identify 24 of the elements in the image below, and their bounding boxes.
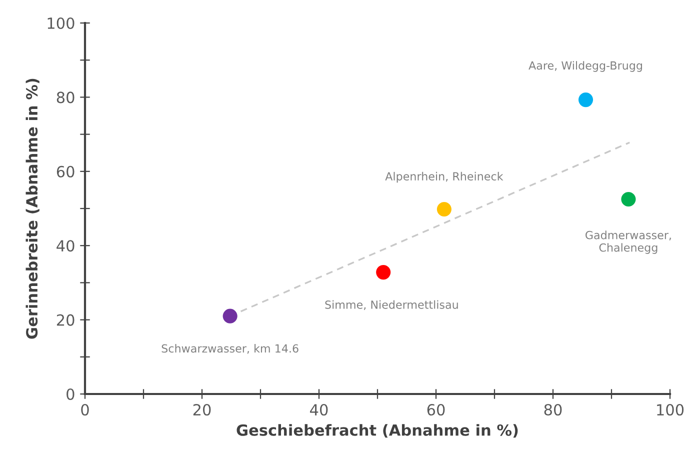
y-axis-title: Gerinnebreite (Abnahme in %)	[26, 78, 40, 339]
annotation: Simme, Niedermettlisau	[325, 300, 458, 310]
point	[222, 308, 238, 324]
annotation: Aare, Wildegg-Brugg	[528, 61, 642, 72]
y-tick-label: 20	[56, 314, 74, 326]
y-tick-label: 0	[66, 388, 74, 400]
x-tick-label: 0	[81, 404, 89, 416]
x-tick-label: 40	[310, 404, 328, 416]
y-tick-label: 40	[56, 240, 74, 252]
x-tick-label: 20	[193, 404, 211, 416]
y-tick-label: 60	[56, 166, 74, 178]
point	[578, 92, 594, 108]
x-tick-label: 80	[544, 404, 562, 416]
point	[376, 265, 391, 280]
annotation: Schwarzwasser, km 14.6	[162, 344, 298, 354]
x-tick-label: 100	[657, 404, 684, 416]
x-axis-title: Geschiebefracht (Abnahme in %)	[236, 424, 518, 438]
y-tick-label: 80	[56, 92, 74, 104]
point	[436, 202, 452, 217]
x-tick-label: 60	[427, 404, 445, 416]
annotation: Alpenrhein, Rheineck	[385, 172, 504, 183]
point	[621, 192, 636, 207]
annotation: Gadmerwasser, Chalenegg	[586, 230, 671, 254]
y-tick-label: 100	[48, 17, 74, 30]
